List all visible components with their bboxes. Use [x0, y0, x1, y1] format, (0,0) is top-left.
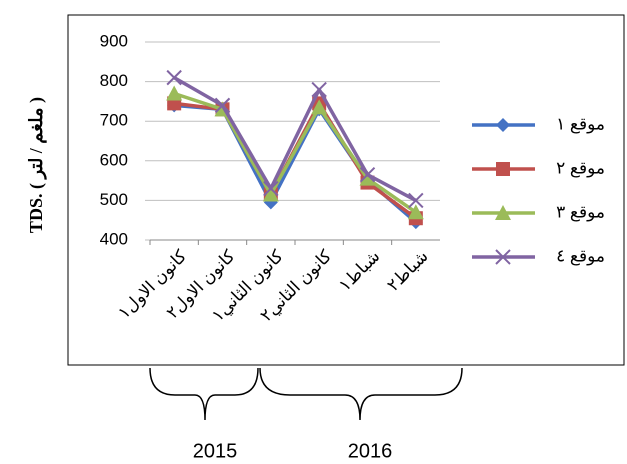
- marker: [359, 166, 376, 183]
- marker: [311, 99, 328, 115]
- y-tick-label: 600: [100, 150, 128, 169]
- y-tick-label: 500: [100, 190, 128, 209]
- y-tick-label: 700: [100, 111, 128, 130]
- marker: [311, 81, 327, 98]
- legend-label: موقع ٣: [556, 202, 605, 222]
- marker: [408, 192, 424, 209]
- marker: [214, 97, 231, 114]
- marker: [166, 85, 183, 101]
- series-line: [173, 76, 417, 202]
- series-line: [174, 103, 417, 224]
- brace: [259, 367, 463, 421]
- marker: [263, 180, 279, 197]
- year-label: 2016: [348, 440, 393, 462]
- marker: [407, 204, 424, 220]
- x-tick-label: شباط١: [335, 247, 383, 295]
- marker: [166, 69, 182, 86]
- legend-label: موقع ٤: [556, 246, 605, 266]
- year-label: 2015: [193, 440, 238, 462]
- brace: [149, 367, 259, 421]
- marker: [496, 162, 510, 176]
- marker: [495, 249, 511, 265]
- x-tick-label: شباط٢: [383, 247, 431, 295]
- y-tick-label: 400: [100, 229, 128, 248]
- legend-label: موقع ١: [556, 114, 605, 134]
- series-line: [173, 91, 417, 214]
- marker: [496, 118, 510, 132]
- y-tick-label: 900: [100, 31, 128, 50]
- y-tick-label: 800: [100, 71, 128, 90]
- marker: [495, 205, 511, 220]
- marker: [359, 170, 376, 186]
- chart-frame: [67, 14, 625, 366]
- marker: [262, 186, 279, 202]
- legend-label: موقع ٢: [556, 158, 605, 178]
- y-axis-label: TDS. ( ملغم / لتر ): [26, 97, 47, 233]
